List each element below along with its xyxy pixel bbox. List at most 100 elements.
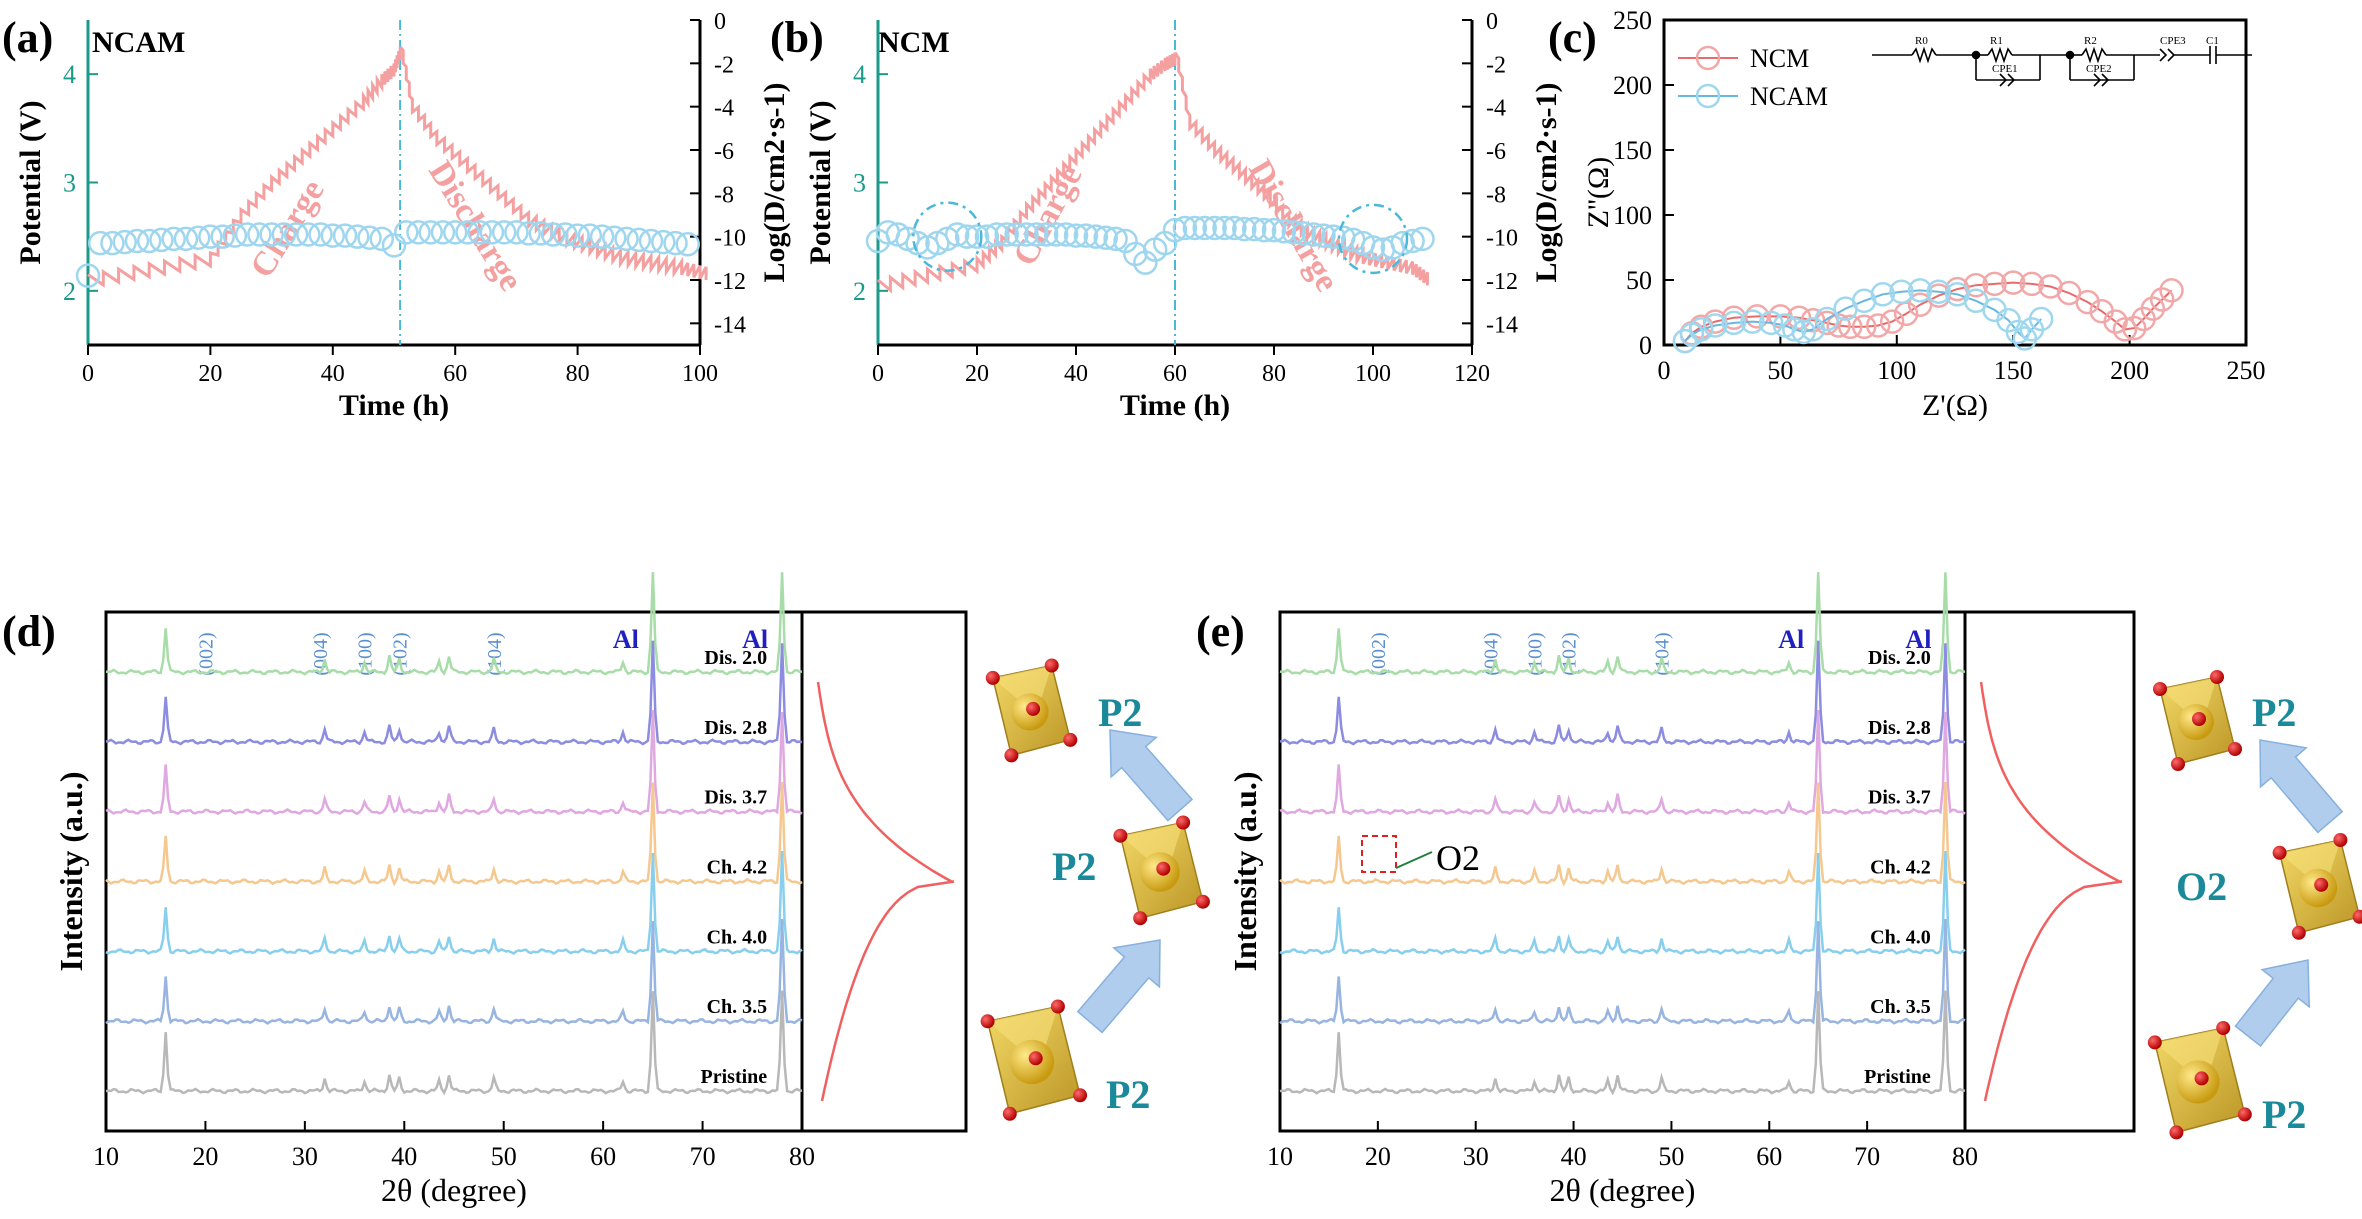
diffusion-marker: [1232, 216, 1257, 242]
charge-discharge-profile: [816, 681, 955, 1102]
xrd-pattern-label: Dis. 2.0: [704, 647, 767, 669]
y-tick-label: 250: [1613, 6, 1652, 35]
xrd-pattern-line: [1279, 851, 1966, 955]
xrd-pattern-line: [105, 851, 803, 955]
x-axis-label: Time (h): [1120, 389, 1230, 422]
nyquist-point: [2000, 270, 2026, 295]
xrd-pattern-label: Dis. 3.7: [1868, 787, 1931, 809]
oxygen-atom: [1113, 828, 1128, 843]
diffusion-marker: [136, 228, 162, 254]
al-peak-label: Al: [1905, 625, 1931, 654]
diffusion-marker: [1004, 222, 1029, 247]
xrd-pattern-line: [105, 990, 803, 1096]
diffusion-marker: [994, 222, 1019, 247]
diffusion-marker: [198, 224, 223, 249]
diffusion-marker: [984, 222, 1010, 247]
diffusion-marker: [1172, 215, 1198, 241]
nyquist-point: [2159, 278, 2184, 303]
legend-marker: [1695, 83, 1721, 109]
diffusion-marker: [234, 222, 260, 247]
xrd-pattern-line: [1279, 640, 1966, 746]
xrd-pattern-label: Dis. 2.8: [704, 717, 767, 739]
oxygen-atom: [2237, 1107, 2252, 1122]
nyquist-point: [1837, 314, 1863, 340]
diffusion-marker: [210, 224, 235, 249]
oxygen-atom: [985, 670, 1000, 685]
miller-index-label: (002): [195, 632, 217, 675]
octahedron-middle: [1113, 815, 1210, 926]
diffusion-marker: [442, 220, 468, 245]
y-tick-label: 200: [1613, 71, 1652, 100]
diffusion-marker: [491, 220, 517, 245]
al-peak-label: Al: [613, 625, 639, 654]
diffusion-marker: [1360, 235, 1386, 260]
y2-tick-label: -8: [1486, 182, 1506, 208]
x-tick-label: 20: [198, 361, 222, 387]
x-axis-label: 2θ (degree): [381, 1172, 527, 1208]
transition-arrow-lower: [2234, 959, 2311, 1047]
x-tick-label: 50: [491, 1142, 517, 1171]
x-tick-label: 20: [1365, 1142, 1391, 1171]
oxygen-atom: [2216, 1021, 2231, 1035]
diffusion-marker: [504, 220, 529, 245]
xrd-pattern-label: Dis. 2.8: [1868, 717, 1931, 739]
diffusion-marker: [112, 229, 137, 255]
diffusion-marker: [1034, 222, 1059, 247]
diffusion-marker: [1241, 216, 1267, 242]
diffusion-marker: [1093, 225, 1118, 250]
diffusion-marker: [222, 223, 248, 248]
potential-charge-curve: [877, 52, 1177, 294]
diffusion-marker: [149, 227, 174, 253]
nyquist-point: [1721, 310, 1747, 336]
diffusion-marker: [1261, 217, 1287, 243]
diffusion-marker: [1281, 220, 1307, 245]
diffusion-marker: [345, 224, 370, 249]
oxygen-atom: [1028, 1051, 1043, 1066]
y2-tick-label: -2: [1486, 52, 1506, 78]
x-tick-label: 100: [1355, 361, 1391, 387]
oxygen-atom: [2314, 877, 2329, 892]
y2-axis-label: Log(D/cm2·s-1): [758, 83, 791, 283]
x-tick-label: 10: [93, 1142, 119, 1171]
miller-index-label: (102): [1559, 632, 1581, 675]
oxygen-atom: [2333, 833, 2348, 847]
diffusion-marker: [964, 224, 990, 249]
diffusion-marker: [320, 223, 346, 248]
x-tick-label: 50: [1767, 356, 1793, 385]
diffusion-marker: [675, 232, 701, 257]
oxygen-atom: [1063, 732, 1078, 747]
plot-frame: [104, 610, 968, 1133]
y2-tick-label: -4: [714, 96, 734, 122]
octahedron-top: [2153, 670, 2242, 771]
diffusion-marker: [1103, 226, 1128, 252]
xrd-pattern-line: [105, 782, 803, 887]
diffusion-marker: [1014, 222, 1039, 247]
potential-charge-curve: [87, 47, 402, 288]
y2-tick-label: -4: [1486, 96, 1506, 122]
diffusion-marker: [540, 222, 566, 247]
x-tick-label: 30: [1463, 1142, 1489, 1171]
miller-index-label: (100): [355, 632, 377, 675]
diffusion-marker: [577, 223, 603, 248]
y2-tick-label: -14: [714, 312, 746, 338]
plot-frame: [1278, 610, 2136, 1133]
diffusion-marker: [75, 263, 101, 288]
octahedron-bottom: [980, 999, 1088, 1121]
nyquist-point: [2112, 317, 2138, 342]
nyquist-point: [2028, 306, 2054, 332]
x-tick-label: 120: [1454, 361, 1490, 387]
nyquist-point: [1851, 314, 1877, 340]
y-axis-label: Intensity (a.u.): [1227, 771, 1263, 971]
nyquist-point: [1740, 309, 1765, 334]
xrd-pattern-line: [105, 919, 803, 1025]
diffusion-marker: [357, 225, 382, 250]
diffusion-marker: [565, 223, 590, 248]
diffusion-marker: [614, 226, 639, 252]
charge-discharge-profile: [1979, 681, 2123, 1102]
y2-tick-label: -10: [714, 226, 746, 252]
xrd-pattern-label: Ch. 4.2: [1870, 857, 1931, 879]
xrd-pattern-line: [105, 640, 803, 746]
nyquist-point: [1672, 328, 1698, 354]
phase-label-middle: O2: [2176, 864, 2227, 909]
